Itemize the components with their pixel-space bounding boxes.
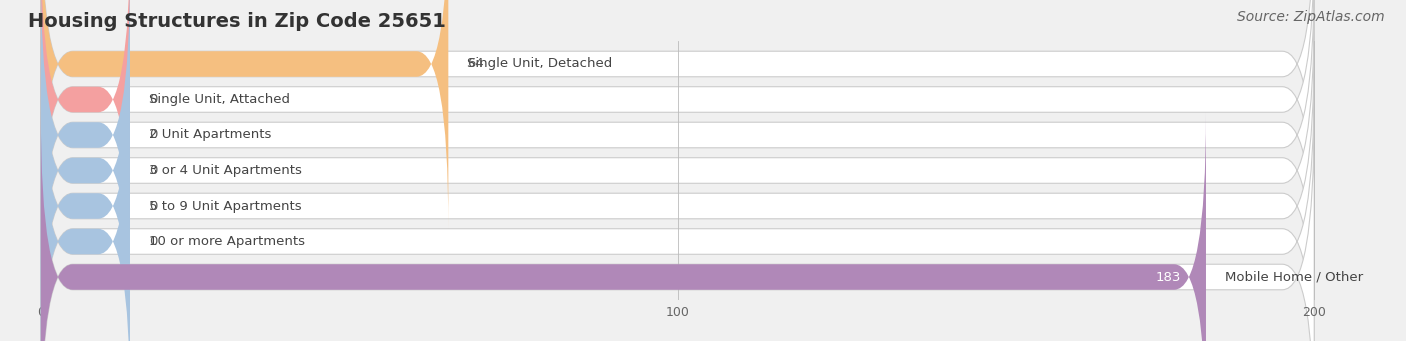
FancyBboxPatch shape — [41, 0, 1315, 264]
Text: 2 Unit Apartments: 2 Unit Apartments — [149, 129, 271, 142]
FancyBboxPatch shape — [41, 6, 129, 335]
Text: 10 or more Apartments: 10 or more Apartments — [149, 235, 305, 248]
FancyBboxPatch shape — [41, 0, 1315, 300]
Text: 0: 0 — [149, 129, 157, 142]
FancyBboxPatch shape — [41, 0, 129, 264]
Text: 0: 0 — [149, 164, 157, 177]
FancyBboxPatch shape — [41, 77, 129, 341]
Text: Mobile Home / Other: Mobile Home / Other — [1225, 270, 1364, 283]
Text: Single Unit, Detached: Single Unit, Detached — [467, 58, 613, 71]
Text: Single Unit, Attached: Single Unit, Attached — [149, 93, 290, 106]
FancyBboxPatch shape — [41, 112, 1315, 341]
FancyBboxPatch shape — [41, 6, 1315, 335]
FancyBboxPatch shape — [41, 0, 449, 229]
FancyBboxPatch shape — [41, 112, 1206, 341]
Text: 183: 183 — [1156, 270, 1181, 283]
Text: 0: 0 — [149, 235, 157, 248]
Text: 3 or 4 Unit Apartments: 3 or 4 Unit Apartments — [149, 164, 302, 177]
Text: Source: ZipAtlas.com: Source: ZipAtlas.com — [1237, 10, 1385, 24]
Text: 0: 0 — [149, 199, 157, 212]
Text: 0: 0 — [149, 93, 157, 106]
FancyBboxPatch shape — [41, 0, 1315, 229]
FancyBboxPatch shape — [41, 77, 1315, 341]
Text: 64: 64 — [467, 58, 484, 71]
Text: 5 to 9 Unit Apartments: 5 to 9 Unit Apartments — [149, 199, 302, 212]
FancyBboxPatch shape — [41, 41, 129, 341]
FancyBboxPatch shape — [41, 41, 1315, 341]
Text: Housing Structures in Zip Code 25651: Housing Structures in Zip Code 25651 — [28, 12, 446, 31]
FancyBboxPatch shape — [41, 0, 129, 300]
